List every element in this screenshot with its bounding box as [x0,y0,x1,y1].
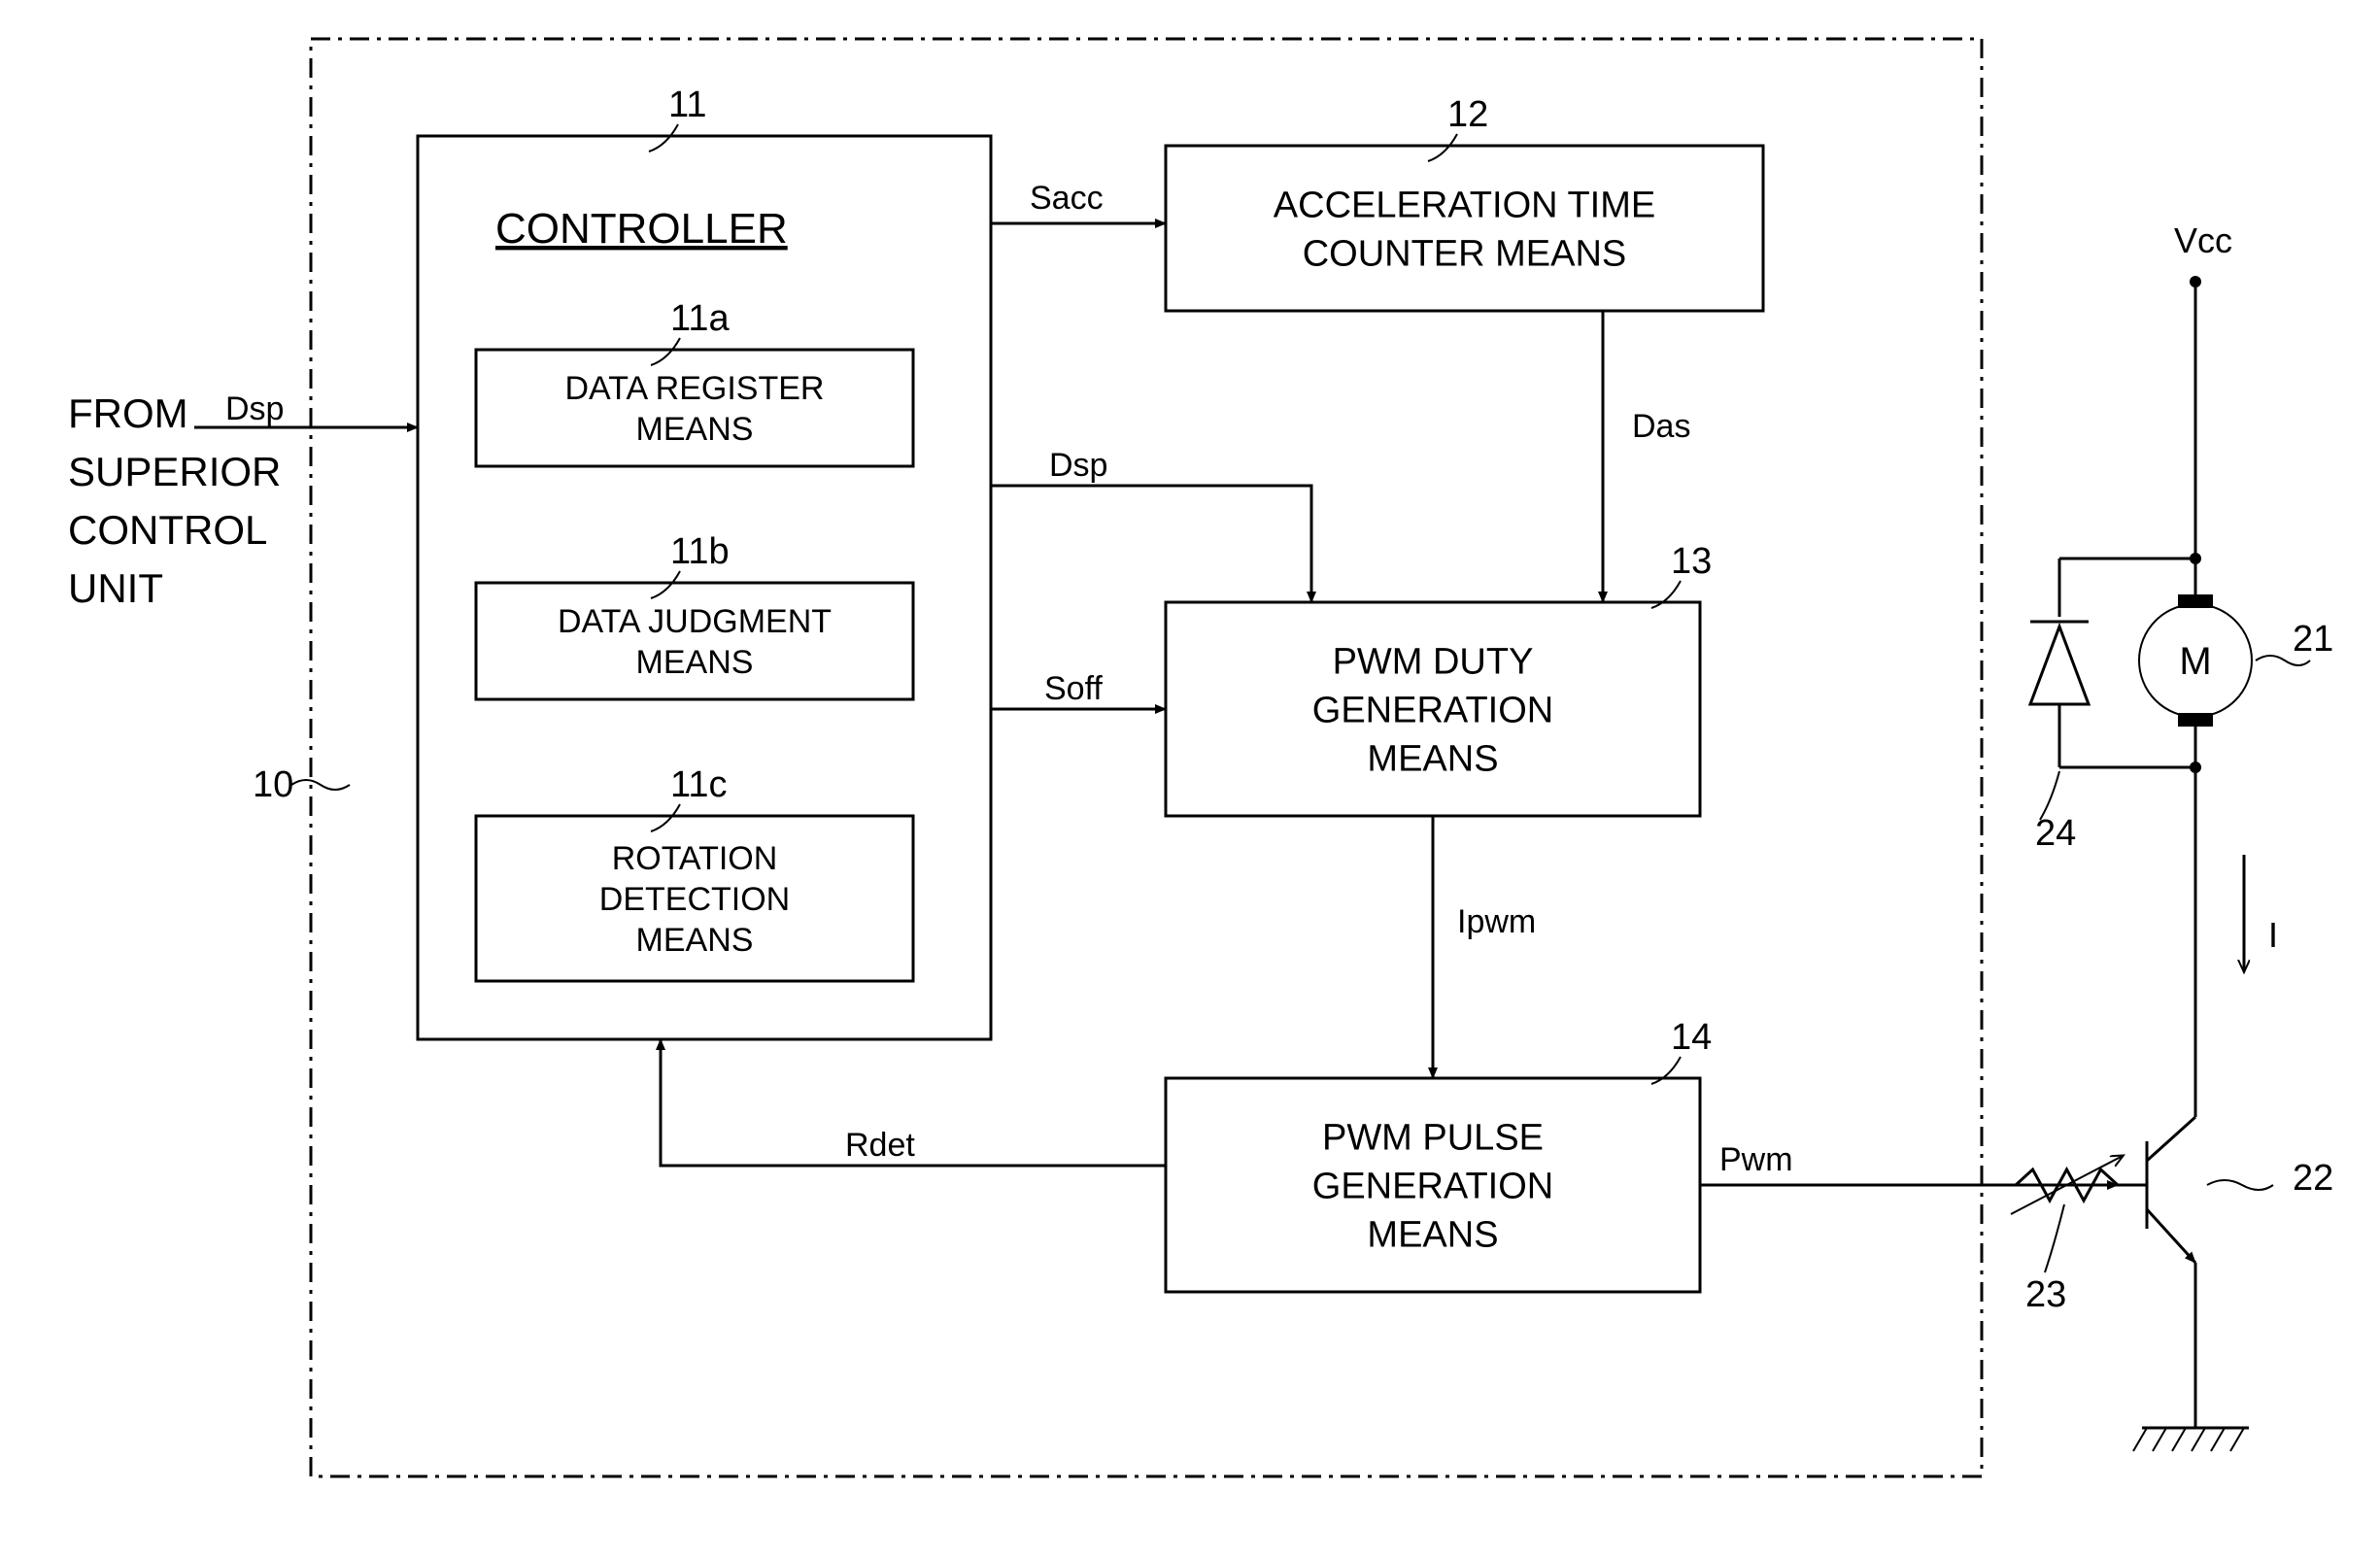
ref-10: 10 [253,764,293,805]
subblock-label: MEANS [636,644,754,681]
ground-hatch [2133,1428,2147,1451]
signal-dsp-in: Dsp [225,390,284,427]
ref-tilde [2207,1180,2273,1190]
controller-title: CONTROLLER [495,205,788,253]
controller-subblock [476,350,913,466]
controller-subblock [476,583,913,699]
signal-label-Soff: Soff [1044,670,1103,707]
signal-label-Rdet: Rdet [845,1127,915,1164]
signal-label-Das: Das [1632,408,1690,445]
signal-Dsp [991,486,1311,602]
block-label: PWM DUTY [1333,641,1534,682]
ref-label: 11b [670,531,730,572]
ref-tilde [291,780,350,790]
ref-label: 13 [1671,541,1712,582]
ground-hatch [2230,1428,2244,1451]
ref-label: 11c [670,764,727,805]
motor-brush [2178,713,2213,727]
block-label: GENERATION [1312,1166,1553,1206]
ground-hatch [2153,1428,2166,1451]
current-label: I [2268,915,2278,955]
ref-21: 21 [2293,619,2333,660]
signal-label-Sacc: Sacc [1030,180,1104,217]
ref-leader [2045,1204,2064,1272]
ref-label: 11 [668,85,706,125]
ref-label: 14 [1671,1017,1712,1058]
motor-label: M [2179,640,2211,683]
signal-label-Dsp: Dsp [1049,447,1107,484]
external-source-label: UNIT [68,565,163,611]
external-source-label: FROM [68,390,188,436]
block-label: COUNTER MEANS [1303,233,1627,274]
signal-label-Pwm: Pwm [1719,1141,1793,1178]
subblock-label: MEANS [636,922,754,959]
vcc-label: Vcc [2174,220,2232,260]
subblock-label: DATA JUDGMENT [558,603,832,640]
subblock-label: MEANS [636,411,754,448]
block-label: ACCELERATION TIME [1274,185,1655,225]
ref-23: 23 [2025,1274,2066,1315]
ground-hatch [2211,1428,2225,1451]
ref-22: 22 [2293,1158,2333,1199]
ground-hatch [2172,1428,2186,1451]
subblock-label: ROTATION [612,840,778,877]
ref-label: 11a [670,298,730,339]
external-source-label: CONTROL [68,507,267,553]
subblock-label: DATA REGISTER [564,370,824,407]
ground-hatch [2192,1428,2205,1451]
diagram-canvas: 10 FROM SUPERIOR CONTROL UNIT Dsp CONTROLLER 11… [0,0,2380,1558]
diode-icon [2030,627,2089,704]
transistor-collector [2147,1117,2195,1161]
subblock-label: DETECTION [599,881,790,918]
motor-brush [2178,594,2213,608]
block-label: PWM PULSE [1322,1117,1544,1158]
signal-label-Ipwm: Ipwm [1457,903,1536,940]
block-12 [1166,146,1763,311]
ref-label: 12 [1447,94,1488,135]
block-label: GENERATION [1312,690,1553,730]
external-source-label: SUPERIOR [68,449,281,494]
block-label: MEANS [1367,1214,1498,1255]
transistor-emitter [2147,1209,2195,1263]
block-label: MEANS [1367,738,1498,779]
